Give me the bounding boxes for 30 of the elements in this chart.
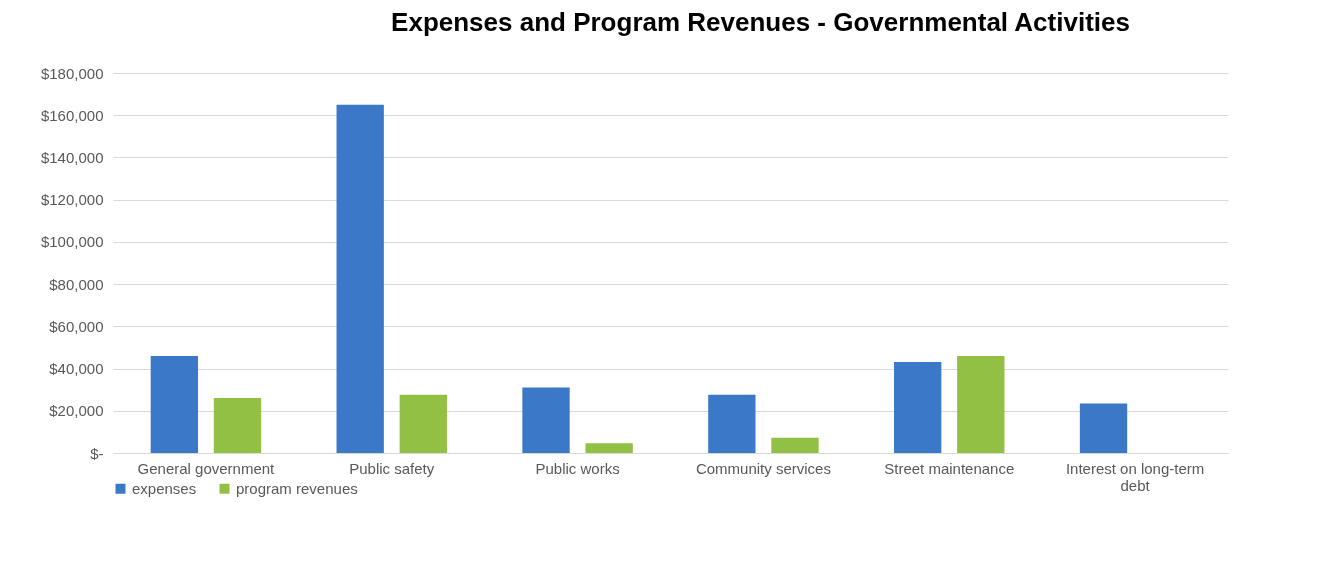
y-tick-label: $100,000	[40, 233, 104, 251]
chart-title: Expenses and Program Revenues - Governmental Activities	[391, 7, 1130, 37]
bar	[399, 394, 447, 453]
y-tick-label: $140,000	[40, 148, 104, 166]
bar	[336, 104, 384, 453]
bar	[957, 355, 1005, 453]
bar	[150, 355, 199, 453]
y-tick-label: $180,000	[40, 64, 104, 82]
bar	[522, 387, 570, 453]
x-tick-label: Interest on long-term debt	[1065, 459, 1205, 494]
x-tick-label: Public safety	[349, 459, 435, 477]
x-tick-label: General government	[137, 459, 276, 477]
bar	[585, 443, 633, 453]
y-tick-label: $40,000	[49, 360, 104, 378]
y-tick-label: $160,000	[40, 106, 104, 124]
x-tick-label: Public works	[535, 459, 620, 477]
y-tick-label: $60,000	[49, 317, 104, 335]
x-tick-label: Street maintenance	[884, 459, 1015, 477]
bar	[708, 394, 756, 453]
y-tick-label: $80,000	[49, 275, 104, 293]
y-tick-label: $120,000	[40, 191, 104, 209]
x-tick-label: Community services	[695, 459, 831, 477]
bar	[213, 398, 262, 453]
legend-label: expenses	[132, 479, 197, 497]
bar	[771, 437, 819, 453]
y-tick-label: $20,000	[49, 402, 104, 420]
y-tick-label: $-	[90, 444, 104, 462]
bar	[1079, 403, 1128, 453]
bar	[894, 362, 942, 453]
legend-label: program revenues	[236, 479, 358, 497]
